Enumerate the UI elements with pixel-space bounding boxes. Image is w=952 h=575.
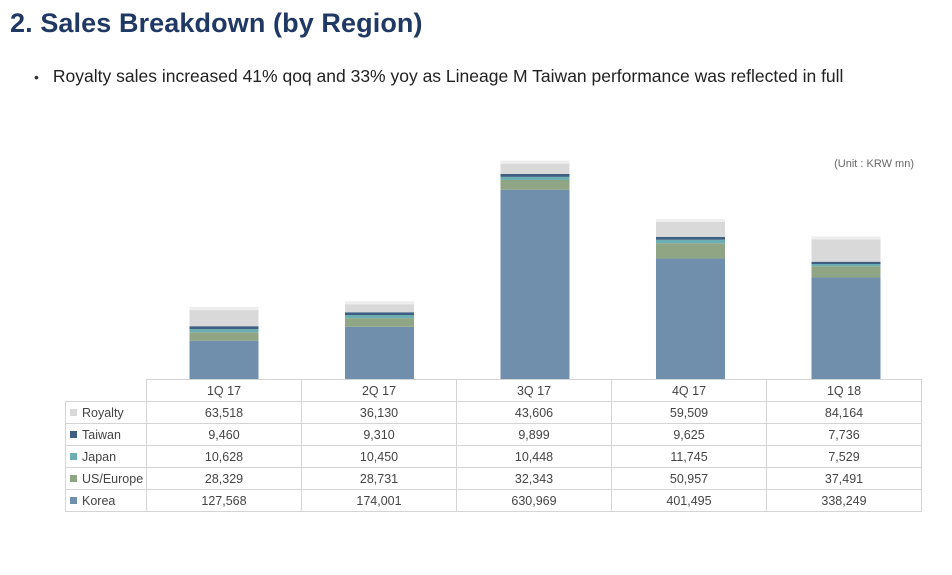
- value-korea-4q-17: 401,495: [611, 489, 767, 512]
- value-korea-3q-17: 630,969: [456, 489, 612, 512]
- value-japan-2q-17: 10,450: [301, 445, 457, 468]
- row-label-korea: Korea: [65, 489, 147, 512]
- value-royalty-2q-17: 36,130: [301, 401, 457, 424]
- bar-korea-1q-17: [189, 340, 259, 379]
- bar-cap-1q-17: [189, 307, 259, 311]
- bar-korea-3q-17: [500, 189, 570, 379]
- value-royalty-1q-18: 84,164: [766, 401, 922, 424]
- table-col-header-1q-17: 1Q 17: [146, 379, 302, 402]
- value-japan-1q-18: 7,529: [766, 445, 922, 468]
- legend-label-japan: Japan: [82, 449, 117, 464]
- value-us-europe-3q-17: 32,343: [456, 467, 612, 490]
- row-label-japan: Japan: [65, 445, 147, 468]
- bar-korea-2q-17: [345, 326, 414, 379]
- value-royalty-4q-17: 59,509: [611, 401, 767, 424]
- legend-label-taiwan: Taiwan: [82, 427, 121, 442]
- bar-taiwan-1q-17: [189, 326, 259, 330]
- value-taiwan-4q-17: 9,625: [611, 423, 767, 446]
- value-us-europe-2q-17: 28,731: [301, 467, 457, 490]
- value-japan-4q-17: 11,745: [611, 445, 767, 468]
- summary-bullet: • Royalty sales increased 41% qoq and 33…: [34, 66, 843, 87]
- bar-taiwan-1q-18: [811, 261, 881, 265]
- bar-royalty-1q-17: [189, 307, 259, 327]
- bar-royalty-1q-18: [811, 236, 881, 262]
- table-body: Royalty 63,518 36,130 43,606 59,509 84,164 Tai…: [65, 401, 922, 512]
- unit-label: (Unit : KRW mn): [834, 158, 914, 170]
- value-taiwan-1q-17: 9,460: [146, 423, 302, 446]
- bar-cap-4q-17: [656, 219, 725, 223]
- bar-japan-1q-18: [811, 264, 881, 267]
- bar-royalty-4q-17: [656, 219, 725, 237]
- bar-royalty-2q-17: [345, 301, 414, 313]
- value-korea-1q-17: 127,568: [146, 489, 302, 512]
- bar-us-europe-2q-17: [345, 318, 414, 327]
- bar-group: [189, 160, 881, 379]
- summary-text: Royalty sales increased 41% qoq and 33% …: [52, 66, 844, 86]
- legend-label-royalty: Royalty: [82, 405, 124, 420]
- table-row: Japan 10,628 10,450 10,448 11,745 7,529: [65, 445, 922, 468]
- value-royalty-3q-17: 43,606: [456, 401, 612, 424]
- value-taiwan-3q-17: 9,899: [456, 423, 612, 446]
- row-label-us-europe: US/Europe: [65, 467, 147, 490]
- value-royalty-1q-17: 63,518: [146, 401, 302, 424]
- value-us-europe-1q-18: 37,491: [766, 467, 922, 490]
- bar-cap-3q-17: [500, 160, 570, 164]
- table-row: Korea 127,568 174,001 630,969 401,495 338,249: [65, 489, 922, 512]
- value-japan-3q-17: 10,448: [456, 445, 612, 468]
- value-taiwan-2q-17: 9,310: [301, 423, 457, 446]
- legend-swatch-royalty: [70, 408, 77, 416]
- bar-taiwan-4q-17: [656, 236, 725, 240]
- value-korea-1q-18: 338,249: [766, 489, 922, 512]
- bar-cap-1q-18: [811, 236, 881, 240]
- legend-label-korea: Korea: [82, 493, 116, 508]
- legend-label-us-europe: US/Europe: [82, 471, 144, 486]
- bar-taiwan-3q-17: [500, 173, 570, 177]
- bar-taiwan-2q-17: [345, 312, 414, 316]
- table-row: Taiwan 9,460 9,310 9,899 9,625 7,736: [65, 423, 922, 446]
- table-row: US/Europe 28,329 28,731 32,343 50,957 37,491: [65, 467, 922, 490]
- bar-cap-2q-17: [345, 301, 414, 305]
- value-us-europe-4q-17: 50,957: [611, 467, 767, 490]
- table-col-header-1q-18: 1Q 18: [766, 379, 922, 402]
- table-col-header-3q-17: 3Q 17: [456, 379, 612, 402]
- bar-us-europe-1q-17: [189, 332, 259, 341]
- bar-us-europe-1q-18: [811, 266, 881, 278]
- legend-swatch-korea: [70, 496, 77, 504]
- row-label-royalty: Royalty: [65, 401, 147, 424]
- legend-swatch-japan: [70, 452, 77, 460]
- bar-korea-1q-18: [811, 277, 881, 379]
- bullet-dot-icon: •: [34, 68, 39, 85]
- bar-us-europe-4q-17: [656, 243, 725, 259]
- table-header-row: 1Q 17 2Q 17 3Q 17 4Q 17 1Q 18: [65, 379, 922, 402]
- table-col-header-4q-17: 4Q 17: [611, 379, 767, 402]
- table-corner: [65, 379, 147, 402]
- value-taiwan-1q-18: 7,736: [766, 423, 922, 446]
- bar-korea-4q-17: [656, 258, 725, 379]
- value-japan-1q-17: 10,628: [146, 445, 302, 468]
- value-korea-2q-17: 174,001: [301, 489, 457, 512]
- table-col-header-2q-17: 2Q 17: [301, 379, 457, 402]
- data-table: 1Q 17 2Q 17 3Q 17 4Q 17 1Q 18 Royalty 63,518 3…: [65, 379, 922, 512]
- table-row: Royalty 63,518 36,130 43,606 59,509 84,164: [65, 401, 922, 424]
- bar-japan-3q-17: [500, 176, 570, 181]
- legend-swatch-taiwan: [70, 430, 77, 438]
- page-title: 2. Sales Breakdown (by Region): [10, 8, 423, 38]
- bar-japan-1q-17: [189, 329, 259, 333]
- legend-swatch-us-europe: [70, 474, 77, 482]
- bar-royalty-3q-17: [500, 160, 570, 174]
- bar-us-europe-3q-17: [500, 180, 570, 190]
- row-label-taiwan: Taiwan: [65, 423, 147, 446]
- value-us-europe-1q-17: 28,329: [146, 467, 302, 490]
- bar-japan-2q-17: [345, 315, 414, 319]
- bar-japan-4q-17: [656, 239, 725, 244]
